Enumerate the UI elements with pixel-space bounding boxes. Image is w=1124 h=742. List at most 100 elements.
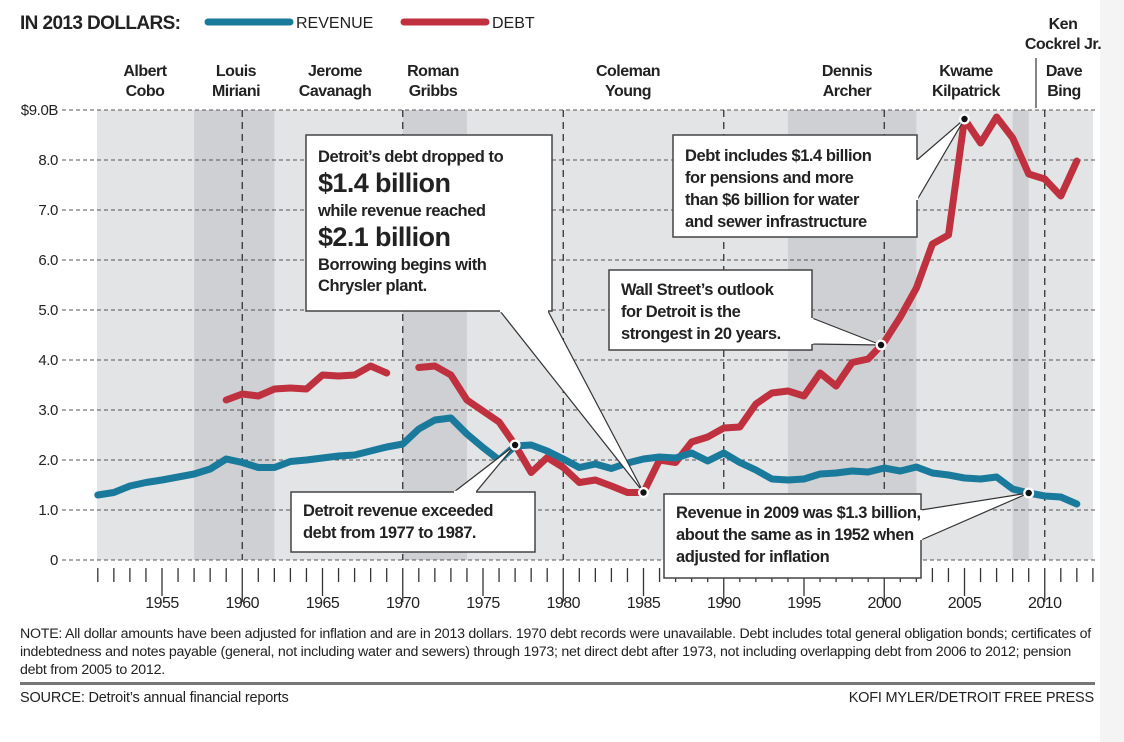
source-line: SOURCE: Detroit’s annual financial repor…	[20, 690, 289, 706]
x-tick-label: 1955	[145, 595, 179, 612]
y-tick-label: 4.0	[38, 352, 58, 369]
mayor-name: Kwame	[939, 63, 993, 80]
x-tick-label: 1980	[546, 595, 580, 612]
mayor-label: Albert Cobo	[123, 63, 168, 100]
mayor-name: Gribbs	[409, 83, 458, 100]
mayor-name: Cockrel Jr.	[1025, 36, 1101, 53]
mayor-name: Jerome	[308, 63, 363, 80]
mayor-label: Louis Miriani	[212, 63, 261, 100]
callout-marker-dot	[511, 441, 519, 449]
y-tick-label: 3.0	[38, 402, 58, 419]
callout-marker-dot	[961, 115, 968, 123]
annotation-debt-includes: Debt includes $1.4 billion for pensions a…	[672, 113, 970, 238]
callout-text: Detroit revenue exceeded	[303, 502, 493, 520]
mayor-name: Roman	[407, 63, 459, 80]
mayor-labels: Albert Cobo Louis Miriani Jerome Cavanagh Roma…	[123, 16, 1102, 108]
callout-text: Revenue in 2009 was $1.3 billion,	[676, 504, 921, 522]
callout-box	[663, 493, 922, 579]
callout-text: for Detroit is the	[621, 303, 741, 321]
callout-text: for pensions and more	[685, 169, 854, 187]
mayor-label: Dennis Archer	[822, 63, 873, 100]
callout-text: Wall Street’s outlook	[621, 281, 775, 299]
callout-text: Detroit’s debt dropped to	[318, 148, 504, 166]
callout-text: Chrysler plant.	[318, 277, 427, 295]
x-tick-label: 1990	[707, 595, 741, 612]
legend-revenue-label: REVENUE	[296, 15, 373, 32]
annotation-revenue-2009: Revenue in 2009 was $1.3 billion, about t…	[663, 487, 1035, 579]
y-tick-label: 8.0	[38, 152, 58, 169]
mayor-name: Miriani	[212, 83, 260, 100]
callout-box	[608, 269, 813, 351]
x-tick-label: 1985	[627, 595, 661, 612]
mayor-name: Kilpatrick	[932, 83, 1001, 100]
callout-text: and sewer infrastructure	[685, 213, 867, 231]
chart-title: IN 2013 DOLLARS:	[20, 13, 180, 34]
y-tick-label: $9.0B	[21, 102, 59, 119]
x-tick-label: 1965	[306, 595, 340, 612]
mayor-band	[1012, 110, 1029, 560]
footnote: NOTE: All dollar amounts have been adjus…	[20, 626, 1091, 678]
callout-text: adjusted for inflation	[676, 548, 830, 566]
mayor-name: Ken	[1049, 16, 1078, 33]
mayor-label: Coleman Young	[596, 63, 661, 100]
y-tick-label: 6.0	[38, 252, 58, 269]
x-tick-label: 1960	[225, 595, 259, 612]
footer-divider	[20, 682, 1095, 685]
mayor-band	[194, 110, 275, 560]
y-tick-label: 2.0	[38, 452, 58, 469]
x-tick-label: 2010	[1028, 595, 1062, 612]
mayor-label: Roman Gribbs	[407, 63, 459, 100]
mayor-name: Bing	[1047, 83, 1081, 100]
gridlines	[62, 109, 1098, 561]
legend-debt-label: DEBT	[492, 15, 535, 32]
callout-marker-dot	[877, 341, 885, 349]
x-tick-label: 1995	[787, 595, 821, 612]
y-tick-label: 7.0	[38, 202, 58, 219]
y-axis: $9.0B 8.0 7.0 6.0 5.0 4.0 3.0 2.0 1.0 0	[21, 102, 59, 569]
x-tick-label: 1970	[386, 595, 420, 612]
callout-text: strongest in 20 years.	[621, 325, 781, 343]
callout-box	[305, 134, 553, 312]
mayor-bands	[97, 110, 1093, 560]
y-tick-label: 5.0	[38, 302, 58, 319]
mayor-name: Archer	[823, 83, 872, 100]
y-tick-label: 0	[50, 552, 58, 569]
callout-text: Borrowing begins with	[318, 256, 487, 274]
mayor-name: Cobo	[126, 83, 166, 100]
x-tick-label: 2005	[948, 595, 982, 612]
callout-text: about the same as in 1952 when	[676, 526, 914, 544]
callout-text: while revenue reached	[317, 202, 486, 220]
annotations: Detroit’s debt dropped to $1.4 billion whi…	[290, 113, 1035, 579]
mayor-name: Young	[605, 83, 651, 100]
mayor-label: Ken Cockrel Jr.	[1025, 16, 1102, 53]
mayor-name: Dave	[1046, 63, 1083, 80]
annotation-revenue-exceeded: Detroit revenue exceeded debt from 1977 t…	[290, 439, 536, 553]
callout-marker-dot	[1025, 489, 1032, 497]
annotation-debt-dropped: Detroit’s debt dropped to $1.4 billion whi…	[305, 134, 649, 498]
x-tick-label: 1975	[466, 595, 500, 612]
callout-text: than $6 billion for water	[685, 191, 860, 209]
x-axis: 1955 1960 1965 1970 1975 1980 1985 1990 1995 2000…	[97, 568, 1094, 612]
mayor-label: Dave Bing	[1046, 63, 1083, 100]
mayor-label: Jerome Cavanagh	[299, 63, 372, 100]
x-tick-label: 2000	[867, 595, 901, 612]
callout-marker-dot	[640, 489, 647, 496]
revenue-line	[94, 414, 1081, 508]
callout-text: $1.4 billion	[318, 168, 450, 198]
credit-line: KOFI MYLER/DETROIT FREE PRESS	[848, 690, 1095, 706]
callout-text: debt from 1977 to 1987.	[303, 524, 476, 542]
callout-box	[290, 491, 536, 553]
annotation-wall-street: Wall Street’s outlook for Detroit is the s…	[608, 269, 887, 351]
mayor-name: Coleman	[596, 63, 660, 80]
mayor-label: Kwame Kilpatrick	[932, 63, 1001, 100]
mayor-name: Cavanagh	[299, 83, 371, 100]
legend: IN 2013 DOLLARS: REVENUE DEBT	[20, 13, 535, 34]
mayor-name: Louis	[216, 63, 257, 80]
mayor-name: Albert	[123, 63, 167, 80]
y-tick-label: 1.0	[38, 502, 58, 519]
callout-text: Debt includes $1.4 billion	[685, 147, 872, 165]
mayor-name: Dennis	[822, 63, 873, 80]
callout-text: $2.1 billion	[318, 222, 450, 252]
callout-box	[672, 134, 918, 238]
